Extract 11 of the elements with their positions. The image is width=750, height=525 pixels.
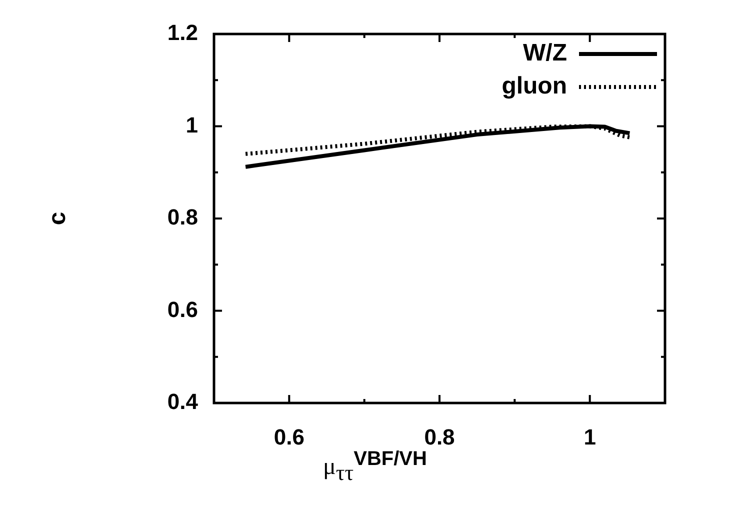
x-tick-label: 1	[584, 424, 596, 450]
legend-label: W/Z	[523, 40, 567, 67]
y-tick-label: 1.2	[167, 20, 198, 46]
y-tick-label: 0.6	[167, 296, 198, 322]
x-tick-label: 0.6	[274, 424, 304, 450]
y-axis-title: c	[44, 212, 72, 226]
y-tick-label: 1	[186, 112, 198, 138]
y-tick-label: 0.4	[167, 389, 199, 414]
legend-label: gluon	[502, 72, 567, 100]
y-tick-label: 0.8	[167, 204, 198, 230]
x-tick-label: 0.8	[424, 424, 455, 450]
